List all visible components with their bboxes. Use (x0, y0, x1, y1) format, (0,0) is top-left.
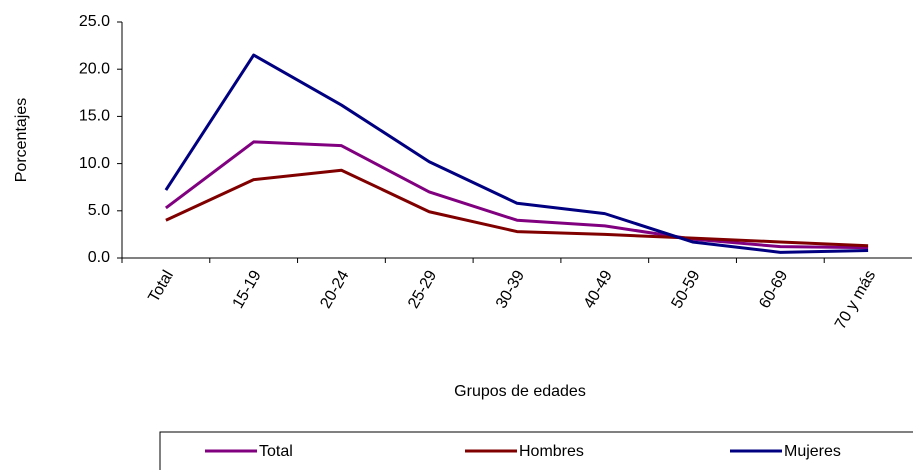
y-tick-label: 10.0 (79, 155, 110, 172)
y-axis-label: Porcentajes (13, 98, 30, 183)
y-tick-label: 0.0 (88, 249, 110, 266)
x-tick-label: 25-29 (405, 268, 440, 312)
y-tick-label: 5.0 (88, 202, 110, 219)
line-series (165, 168, 869, 248)
line-series (164, 140, 869, 250)
x-tick-label: 40-49 (581, 268, 616, 312)
y-tick-label: 15.0 (79, 108, 110, 125)
x-tick-label: 70 y más (832, 268, 879, 333)
x-tick-label: Total (145, 268, 177, 306)
line-series (164, 53, 869, 254)
x-tick-label: 15-19 (230, 268, 265, 312)
legend-label: Mujeres (784, 443, 841, 460)
x-tick-label: 60-69 (756, 268, 791, 312)
y-tick-label: 20.0 (79, 60, 110, 77)
x-tick-label: 50-59 (668, 268, 703, 312)
legend-label: Hombres (519, 443, 584, 460)
x-axis-label: Grupos de edades (454, 383, 586, 400)
legend-label: Total (259, 443, 293, 460)
x-tick-label: 30-39 (493, 268, 528, 312)
x-tick-label: 20-24 (317, 268, 352, 312)
y-tick-label: 25.0 (79, 13, 110, 30)
legend-box (159, 431, 913, 470)
